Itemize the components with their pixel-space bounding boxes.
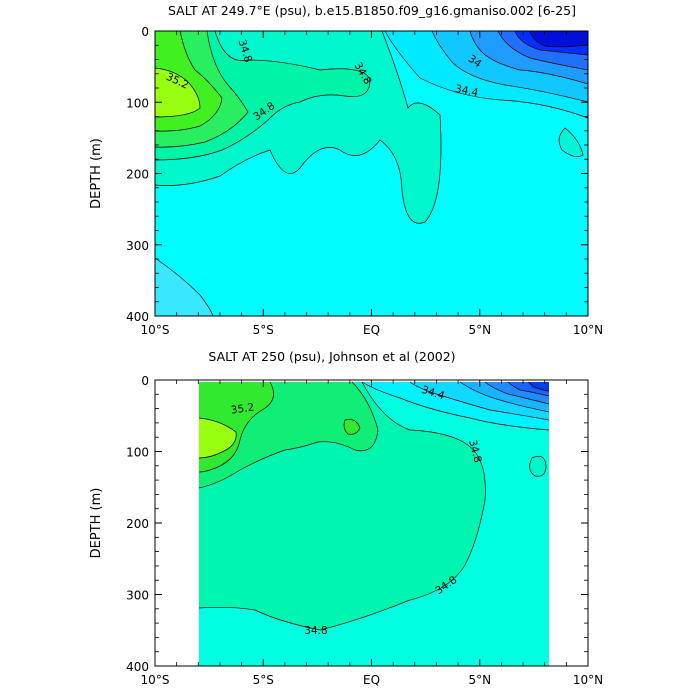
contour-line [154, 30, 371, 161]
y-tick-label: 0 [141, 374, 149, 388]
contour-line [558, 127, 584, 157]
y-tick-label: 0 [141, 25, 149, 39]
contour-band-34.6-east [529, 456, 546, 477]
x-tick-label: 5°S [253, 323, 274, 337]
y-tick-label: 100 [126, 446, 149, 460]
contour-line [154, 67, 201, 118]
x-tick-label: 10°S [141, 323, 170, 337]
contour-label: 34.4 [454, 83, 480, 100]
x-tick-label: EQ [363, 673, 380, 687]
contour-line [198, 381, 379, 489]
contour-band-35.4 [199, 418, 237, 458]
contour-label: 34.8 [466, 438, 484, 464]
contour-fill-bottom [199, 382, 549, 666]
x-tick-label: 10°S [141, 673, 170, 687]
contour-line [507, 381, 550, 397]
contour-line [361, 381, 550, 431]
contour-fill-top [155, 31, 588, 316]
y-axis-label: DEPTH (m) [89, 138, 104, 209]
contour-band-34.6-east [559, 128, 583, 157]
y-tick-label: 400 [126, 660, 149, 674]
y-tick-label: 300 [126, 589, 149, 603]
axes-bottom: 10°S 5°S EQ 5°N 10°N 0 100 200 300 400 DEPTH (m) [89, 374, 603, 687]
contour-line [409, 381, 550, 421]
contour-line [529, 30, 589, 48]
contour-line [154, 30, 223, 132]
contour-line [198, 417, 237, 459]
contour-label: 35.2 [230, 401, 255, 416]
contour-label: 34.8 [304, 625, 327, 637]
axes-top: 10°S 5°S EQ 5°N 10°N 0 100 200 300 400 DEPTH (m) [89, 25, 603, 337]
contour-line [459, 381, 550, 413]
contour-line [198, 381, 486, 631]
panel-observed: SALT AT 250 (psu), Johnson et al (2002) [89, 349, 603, 687]
x-tick-label: 10°N [573, 323, 603, 337]
y-tick-label: 400 [126, 310, 149, 324]
contour-line [198, 381, 274, 473]
contour-line [431, 30, 589, 103]
contour-lines-bottom [198, 381, 550, 631]
panel-model: SALT AT 249.7°E (psu), b.e15.B1850.f09_g… [89, 3, 603, 337]
x-tick-label: EQ [363, 323, 380, 337]
x-tick-label: 10°N [573, 673, 603, 687]
contour-line [343, 419, 361, 435]
x-tick-label: 5°N [468, 673, 491, 687]
contour-band-deep-fresh [155, 258, 213, 316]
contour-line [154, 257, 214, 317]
contour-line [514, 30, 589, 56]
x-tick-label: 5°S [253, 673, 274, 687]
y-tick-label: 100 [126, 96, 149, 110]
chart-title-top: SALT AT 249.7°E (psu), b.e15.B1850.f09_g… [168, 3, 576, 18]
contour-band-33.6 [528, 382, 549, 391]
y-axis-label: DEPTH (m) [89, 488, 104, 559]
chart-title-bottom: SALT AT 250 (psu), Johnson et al (2002) [208, 349, 455, 364]
y-tick-label: 300 [126, 239, 149, 253]
contour-line [484, 381, 550, 405]
contour-line [154, 30, 442, 224]
x-tick-label: 5°N [468, 323, 491, 337]
contour-band-35.4 [155, 68, 200, 117]
contour-line [469, 30, 589, 85]
contour-line [497, 30, 589, 71]
contour-lines-top [154, 30, 589, 317]
y-tick-label: 200 [126, 168, 149, 182]
y-tick-label: 200 [126, 517, 149, 531]
contour-line [384, 30, 589, 119]
contour-line [529, 455, 547, 477]
contour-band-35.2-east [344, 419, 360, 435]
contour-line [527, 381, 550, 392]
contour-line [154, 30, 249, 148]
